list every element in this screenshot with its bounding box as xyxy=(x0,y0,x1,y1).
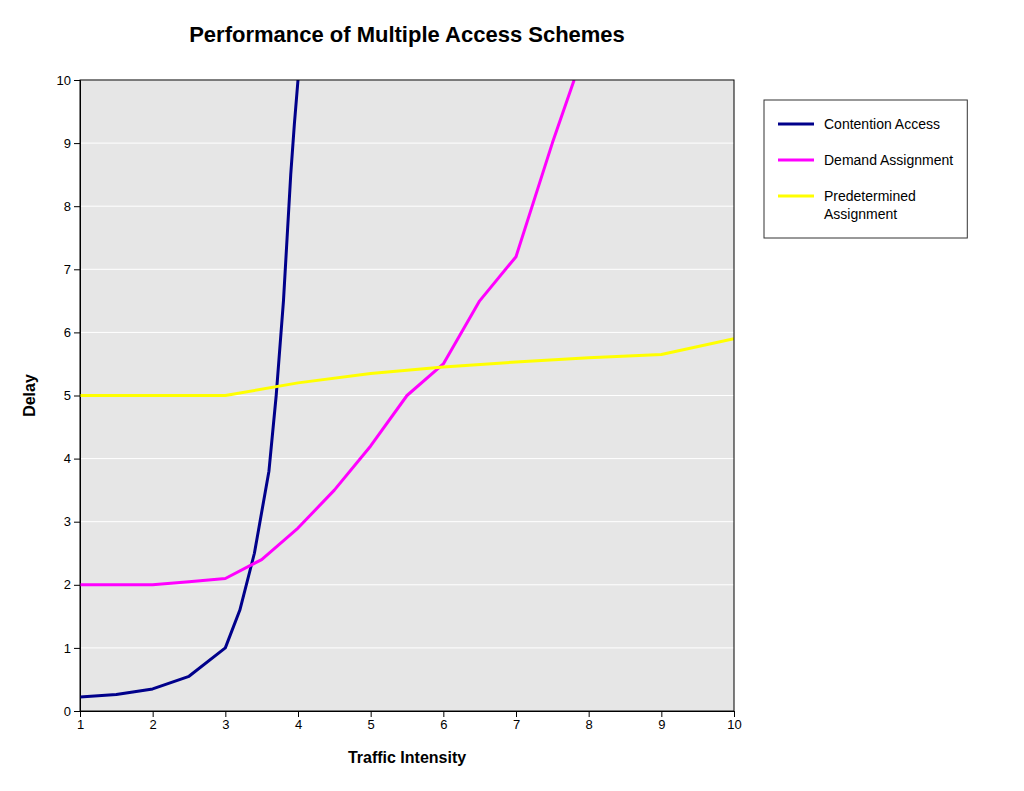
legend-label: Demand Assignment xyxy=(824,152,953,168)
x-tick-mark xyxy=(734,711,735,717)
grid-line xyxy=(80,206,734,207)
x-tick: 7 xyxy=(513,711,520,732)
legend-frame xyxy=(764,100,967,238)
y-tick: 3 xyxy=(64,514,80,529)
x-tick-mark xyxy=(516,711,517,717)
grid-line xyxy=(80,584,734,585)
chart: Performance of Multiple Access Schemes 1 2… xyxy=(0,0,1024,791)
x-axis-title: Traffic Intensity xyxy=(348,749,466,766)
y-tick-label: 9 xyxy=(64,136,71,151)
y-tick: 4 xyxy=(64,451,80,466)
y-tick-label: 0 xyxy=(64,704,71,719)
x-tick-label: 9 xyxy=(658,717,665,732)
x-tick: 9 xyxy=(658,711,665,732)
y-tick-label: 5 xyxy=(64,388,71,403)
plot: 12345678910012345678910 xyxy=(57,73,742,733)
y-tick: 2 xyxy=(64,577,80,592)
y-tick-label: 3 xyxy=(64,514,71,529)
plot-background xyxy=(80,80,734,711)
y-tick-mark xyxy=(74,585,80,586)
y-tick-mark xyxy=(74,459,80,460)
y-tick: 8 xyxy=(64,199,80,214)
x-tick-mark xyxy=(589,711,590,717)
legend-swatch xyxy=(778,159,814,162)
x-tick-label: 10 xyxy=(727,717,741,732)
grid-line xyxy=(80,458,734,459)
x-tick-label: 1 xyxy=(77,717,84,732)
plot-frame xyxy=(80,80,734,711)
y-tick-label: 7 xyxy=(64,262,71,277)
grid xyxy=(80,80,734,711)
x-tick-label: 4 xyxy=(295,717,302,732)
x-tick-label: 2 xyxy=(150,717,157,732)
x-tick: 1 xyxy=(77,711,84,732)
grid-line xyxy=(80,521,734,522)
y-tick-label: 6 xyxy=(64,325,71,340)
y-tick-label: 8 xyxy=(64,199,71,214)
y-tick: 0 xyxy=(64,704,80,719)
grid-line xyxy=(80,143,734,144)
y-tick-mark xyxy=(74,332,80,333)
y-tick-mark xyxy=(74,206,80,207)
x-tick: 10 xyxy=(727,711,741,732)
y-tick-mark xyxy=(74,648,80,649)
legend-item: Demand Assignment xyxy=(778,152,953,168)
y-tick-mark xyxy=(74,80,80,81)
x-tick: 4 xyxy=(295,711,302,732)
legend: Contention Access Demand Assignment Predet… xyxy=(764,100,967,238)
x-tick: 6 xyxy=(440,711,447,732)
x-tick: 2 xyxy=(150,711,157,732)
grid-line xyxy=(80,332,734,333)
y-axis: 0 1 2 3 4 5 6 7 8 9 10 xyxy=(57,73,81,719)
y-tick-mark xyxy=(74,396,80,397)
y-tick-label: 10 xyxy=(57,73,71,88)
y-tick: 1 xyxy=(64,641,80,656)
grid-line xyxy=(80,269,734,270)
y-tick-mark xyxy=(74,711,80,712)
y-tick-label: 1 xyxy=(64,641,71,656)
x-tick-label: 6 xyxy=(440,717,447,732)
y-tick-mark xyxy=(74,269,80,270)
x-tick: 8 xyxy=(586,711,593,732)
legend-item: PredeterminedAssignment xyxy=(778,188,916,222)
series-line xyxy=(80,80,574,585)
y-tick: 10 xyxy=(57,73,80,88)
x-tick-mark xyxy=(225,711,226,717)
x-tick-mark xyxy=(153,711,154,717)
legend-swatch xyxy=(778,195,814,198)
legend-swatch xyxy=(778,123,814,126)
y-tick-mark xyxy=(74,143,80,144)
series-line xyxy=(80,339,734,396)
y-tick-mark xyxy=(74,522,80,523)
x-tick: 3 xyxy=(222,711,229,732)
x-axis-line xyxy=(81,712,735,718)
y-tick: 7 xyxy=(64,262,80,277)
x-tick: 5 xyxy=(368,711,375,732)
x-tick-mark xyxy=(661,711,662,717)
y-tick-label: 4 xyxy=(64,451,71,466)
x-tick-label: 7 xyxy=(513,717,520,732)
legend-label: PredeterminedAssignment xyxy=(824,188,916,222)
y-axis-title: Delay xyxy=(21,374,38,417)
y-tick: 6 xyxy=(64,325,80,340)
y-tick: 9 xyxy=(64,136,80,151)
x-axis: 1 2 3 4 5 6 7 8 9 10 xyxy=(77,711,742,732)
y-tick: 5 xyxy=(64,388,80,403)
x-tick-mark xyxy=(371,711,372,717)
x-tick-mark xyxy=(443,711,444,717)
x-tick-label: 8 xyxy=(586,717,593,732)
x-tick-label: 5 xyxy=(368,717,375,732)
legend-label: Contention Access xyxy=(824,116,940,132)
y-tick-label: 2 xyxy=(64,577,71,592)
legend-item: Contention Access xyxy=(778,116,940,132)
x-tick-label: 3 xyxy=(222,717,229,732)
title: Performance of Multiple Access Schemes xyxy=(189,22,625,47)
lines xyxy=(80,80,734,697)
x-tick-mark xyxy=(298,711,299,717)
grid-line xyxy=(80,647,734,648)
